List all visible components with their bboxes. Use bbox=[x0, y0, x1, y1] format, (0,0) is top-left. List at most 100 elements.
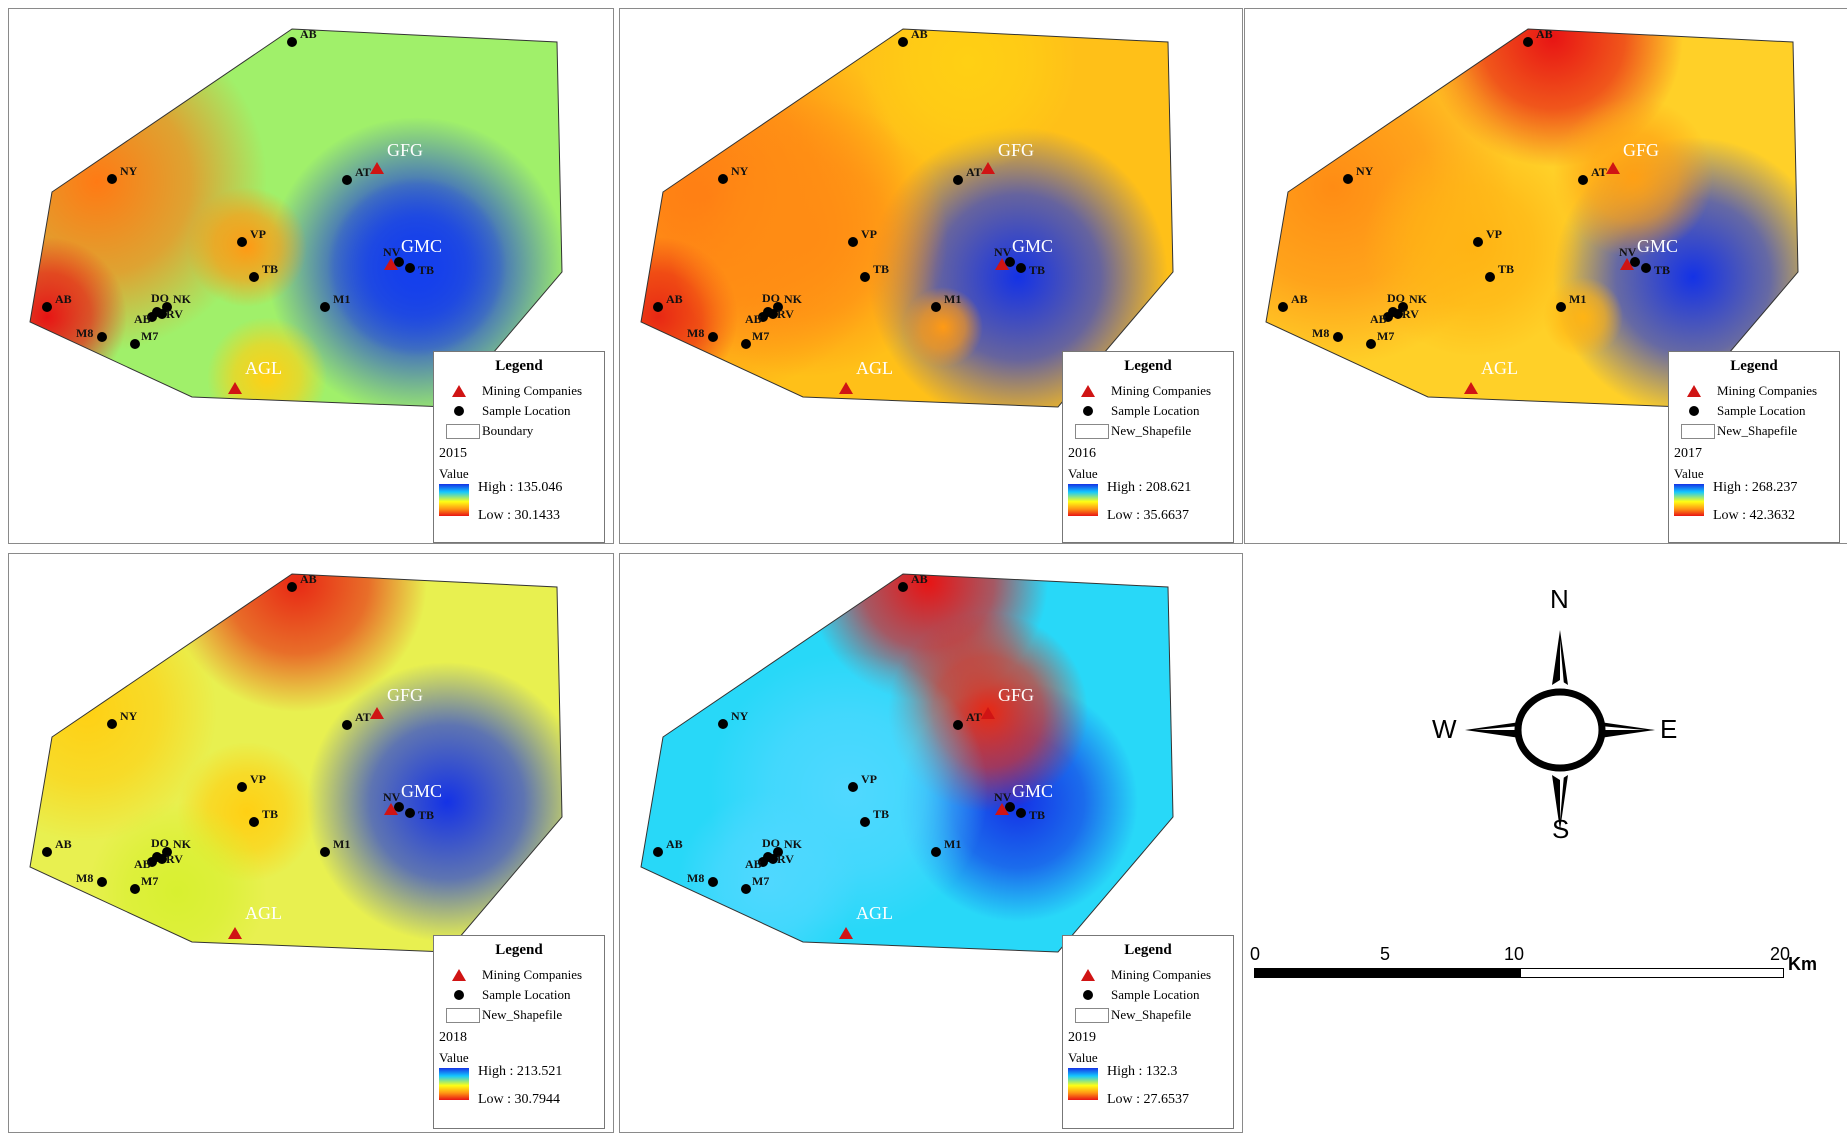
mining-company-marker bbox=[1620, 258, 1634, 270]
legend-row-boundary: New_Shapefile bbox=[1073, 422, 1229, 440]
boundary-swatch-icon bbox=[446, 1008, 480, 1023]
legend-row-mining: Mining Companies bbox=[444, 966, 600, 984]
sample-location-point bbox=[1523, 37, 1533, 47]
dot-icon bbox=[1083, 406, 1093, 416]
sample-label: TB bbox=[873, 807, 890, 821]
sample-location-point bbox=[1333, 332, 1343, 342]
legend-title: Legend bbox=[495, 358, 543, 374]
legend-box: Legend Mining Companies Sample Location New… bbox=[433, 935, 605, 1129]
sample-label: AB bbox=[300, 27, 317, 41]
map-panel-2017: AB NY AT VP NV TB TB M1 AB DO NK AB RV M8 M7 GFG GMC AGL L… bbox=[1244, 8, 1847, 544]
legend-low: Low : 30.7944 bbox=[478, 1092, 561, 1107]
legend-value-label: Value bbox=[1674, 466, 1704, 481]
sample-label: RV bbox=[166, 307, 183, 321]
sample-location-point bbox=[342, 720, 352, 730]
sample-location-point bbox=[848, 782, 858, 792]
sample-label: M8 bbox=[687, 326, 705, 340]
scale-tick-5: 5 bbox=[1380, 944, 1391, 964]
sample-label: RV bbox=[777, 307, 794, 321]
sample-location-point bbox=[1016, 263, 1026, 273]
sample-location-point bbox=[931, 847, 941, 857]
legend-mining-label: Mining Companies bbox=[1111, 383, 1212, 398]
company-label-gmc: GMC bbox=[401, 781, 443, 801]
north-arrow: N S W E bbox=[1432, 584, 1680, 850]
legend-high: High : 132.3 bbox=[1107, 1064, 1178, 1079]
sample-location-point bbox=[237, 237, 247, 247]
sample-label: RV bbox=[166, 852, 183, 866]
sample-location-point bbox=[162, 302, 172, 312]
sample-label: NY bbox=[731, 164, 749, 178]
mining-company-marker bbox=[384, 803, 398, 815]
sample-label: TB bbox=[262, 262, 279, 276]
sample-location-point bbox=[898, 37, 908, 47]
color-ramp bbox=[1068, 1068, 1098, 1100]
sample-location-point bbox=[405, 808, 415, 818]
scale-tick-0: 0 bbox=[1250, 944, 1261, 964]
sample-label: TB bbox=[1029, 808, 1046, 822]
sample-location-point bbox=[147, 857, 157, 867]
sample-location-point bbox=[147, 312, 157, 322]
legend-year: 2016 bbox=[1068, 446, 1096, 461]
compass-s: S bbox=[1552, 814, 1570, 844]
sample-location-point bbox=[342, 175, 352, 185]
sample-label: AT bbox=[355, 710, 371, 724]
sample-location-point bbox=[1556, 302, 1566, 312]
scale-tick-20: 20 bbox=[1770, 944, 1791, 964]
sample-location-point bbox=[107, 719, 117, 729]
company-label-gfg: GFG bbox=[387, 685, 424, 705]
sample-location-point bbox=[898, 582, 908, 592]
sample-location-point bbox=[1630, 257, 1640, 267]
sample-location-point bbox=[741, 884, 751, 894]
dot-icon bbox=[454, 990, 464, 1000]
sample-label: M1 bbox=[1569, 292, 1587, 306]
mining-company-marker bbox=[370, 162, 384, 174]
legend-year: 2019 bbox=[1068, 1030, 1096, 1045]
company-label-agl: AGL bbox=[856, 903, 893, 923]
sample-label: DO bbox=[762, 836, 780, 850]
legend-high: High : 208.621 bbox=[1107, 480, 1192, 495]
map-panel-2019: AB NY AT VP NV TB TB M1 AB DO NK AB RV M8 M7 GFG GMC AGL L… bbox=[619, 553, 1243, 1133]
map-panel-2015: AB NY AT VP NV TB TB M1 AB DO NK AB RV M8 M7 GFG GMC AGL L… bbox=[8, 8, 614, 544]
legend-mining-label: Mining Companies bbox=[1111, 967, 1212, 982]
dot-icon bbox=[1689, 406, 1699, 416]
sample-location-point bbox=[708, 332, 718, 342]
sample-location-point bbox=[1485, 272, 1495, 282]
mining-company-marker bbox=[981, 162, 995, 174]
sample-label: AB bbox=[1370, 312, 1387, 326]
company-label-gfg: GFG bbox=[387, 140, 424, 160]
sample-location-point bbox=[405, 263, 415, 273]
legend-row-mining: Mining Companies bbox=[444, 382, 600, 400]
sample-label: DO bbox=[1387, 291, 1405, 305]
heatmap-surface bbox=[29, 573, 563, 953]
triangle-icon bbox=[1687, 385, 1701, 397]
legend-boundary-label: New_Shapefile bbox=[1111, 423, 1192, 438]
scale-segment-black bbox=[1254, 968, 1522, 978]
sample-label: TB bbox=[418, 808, 435, 822]
sample-location-point bbox=[708, 877, 718, 887]
sample-label: AB bbox=[1291, 292, 1308, 306]
sample-label: AT bbox=[1591, 165, 1607, 179]
scale-unit: Km bbox=[1788, 954, 1818, 974]
legend-row-mining: Mining Companies bbox=[1679, 382, 1835, 400]
sample-label: M7 bbox=[1377, 329, 1395, 343]
compass-rose-icon bbox=[1465, 630, 1655, 830]
sample-label: AB bbox=[55, 837, 72, 851]
sample-location-point bbox=[130, 884, 140, 894]
sample-label: NK bbox=[173, 837, 191, 851]
legend-row-sample: Sample Location bbox=[444, 402, 600, 420]
legend-row-boundary: Boundary bbox=[444, 422, 600, 440]
sample-label: NY bbox=[1356, 164, 1374, 178]
legend-high: High : 268.237 bbox=[1713, 480, 1798, 495]
sample-location-point bbox=[1278, 302, 1288, 312]
triangle-icon bbox=[452, 385, 466, 397]
sample-label: AB bbox=[745, 857, 762, 871]
color-ramp bbox=[439, 484, 469, 516]
sample-location-point bbox=[860, 817, 870, 827]
sample-location-point bbox=[1473, 237, 1483, 247]
sample-label: VP bbox=[861, 227, 877, 241]
heatmap-surface bbox=[1265, 28, 1799, 408]
legend-sample-label: Sample Location bbox=[1111, 403, 1200, 418]
boundary-swatch-icon bbox=[1075, 424, 1109, 439]
legend-boundary-label: New_Shapefile bbox=[482, 1007, 563, 1022]
sample-location-point bbox=[157, 854, 167, 864]
